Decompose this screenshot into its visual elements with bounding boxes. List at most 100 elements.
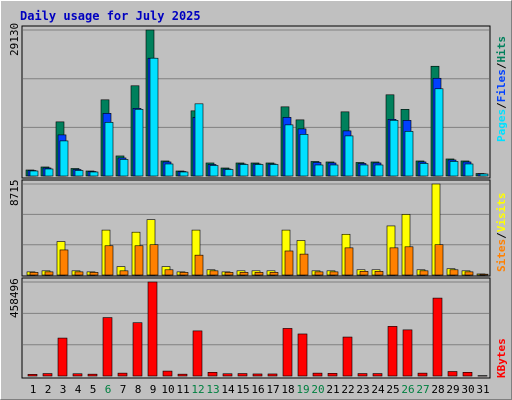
legend-kbytes: KBytes [495, 338, 508, 378]
day-label: 12 [191, 383, 204, 396]
middle-bar-sites [449, 269, 459, 276]
day-label: 24 [371, 383, 385, 396]
top-bar-pages [404, 131, 414, 177]
middle-bar-sites [404, 246, 414, 276]
day-label: 23 [356, 383, 369, 396]
bottom-bar-kbytes [42, 373, 53, 377]
day-label: 19 [296, 383, 309, 396]
day-label: 28 [431, 383, 444, 396]
panel-bottom-plot-area [21, 277, 491, 379]
middle-ymax-label: 8715 [8, 180, 21, 207]
middle-bar-sites [164, 269, 174, 276]
panel-hits-files-pages: 29130 [8, 23, 491, 179]
middle-bar-sites [29, 272, 39, 276]
top-bar-pages [359, 164, 369, 177]
top-bar-pages [299, 134, 309, 177]
top-bar-pages [119, 159, 129, 177]
day-label: 7 [120, 383, 127, 396]
top-bar-pages [44, 168, 54, 177]
bottom-bar-kbytes [477, 375, 488, 377]
bottom-bar-kbytes [222, 373, 233, 377]
top-bar-pages [29, 170, 39, 177]
bottom-bar-kbytes [402, 329, 413, 377]
middle-bar-sites [254, 272, 264, 276]
bottom-bar-kbytes [267, 373, 278, 377]
top-bar-pages [164, 163, 174, 177]
top-bar-pages [179, 171, 189, 177]
day-labels: 1 2 3 4 5 6 7 8 9 10 11 12 13 14 15 16 17 18 19 20 21 22 23 24 2… [30, 383, 490, 396]
middle-bar-sites [269, 272, 279, 276]
middle-bar-sites [59, 249, 69, 276]
top-bar-pages [434, 88, 444, 177]
middle-bar-sites [434, 244, 444, 276]
middle-bar-sites [359, 271, 369, 276]
legend-top: Pages/Files/Hits [495, 36, 508, 142]
day-label: 11 [176, 383, 189, 396]
day-label: 5 [90, 383, 97, 396]
day-label: 6 [105, 383, 112, 396]
panel-kbytes: 458496 [8, 277, 491, 379]
legend-sep-3: / [495, 232, 508, 239]
bottom-bar-kbytes [87, 373, 98, 377]
bottom-bar-kbytes [387, 326, 398, 377]
middle-bar-sites [209, 270, 219, 276]
bottom-bar-kbytes [462, 372, 473, 377]
bottom-bar-kbytes [147, 281, 158, 377]
middle-bar-sites [479, 273, 489, 276]
day-label: 22 [341, 383, 354, 396]
top-bar-pages [314, 164, 324, 177]
middle-bar-sites [344, 247, 354, 276]
middle-bar-sites [224, 272, 234, 276]
top-bar-pages [284, 124, 294, 177]
top-bar-pages [224, 169, 234, 177]
top-bar-pages [194, 103, 204, 177]
top-bar-pages [449, 161, 459, 177]
top-bar-pages [134, 109, 144, 177]
legend-bottom: KBytes [495, 338, 508, 378]
day-label: 21 [326, 383, 339, 396]
day-label: 18 [281, 383, 294, 396]
day-label: 27 [416, 383, 429, 396]
day-label: 1 [30, 383, 37, 396]
legend-hits: Hits [495, 36, 508, 63]
bottom-bar-kbytes [237, 373, 248, 377]
day-label: 30 [461, 383, 474, 396]
bars-layer [23, 29, 489, 377]
top-bar-pages [149, 57, 159, 177]
day-label: 8 [135, 383, 142, 396]
legend-files: Files [495, 69, 508, 102]
day-label: 4 [75, 383, 82, 396]
day-label: 13 [206, 383, 219, 396]
middle-bar-sites [44, 271, 54, 276]
panel-top-plot-area [21, 25, 491, 179]
bottom-bar-kbytes [312, 372, 323, 377]
middle-bar-sites [464, 271, 474, 276]
middle-bar-sites [419, 270, 429, 276]
bottom-bar-kbytes [372, 373, 383, 377]
legend-visits: Visits [495, 193, 508, 233]
top-bar-pages [329, 164, 339, 177]
middle-bar-sites [314, 271, 324, 276]
top-bar-pages [464, 163, 474, 177]
top-bar-pages [389, 120, 399, 177]
legend-sep-2: / [495, 62, 508, 69]
top-bar-pages [209, 165, 219, 177]
bottom-bar-kbytes [177, 373, 188, 377]
day-label: 20 [311, 383, 324, 396]
middle-bar-sites [179, 272, 189, 276]
middle-bar-sites [299, 253, 309, 276]
bottom-bar-kbytes [57, 337, 68, 377]
top-bar-pages [419, 163, 429, 177]
bottom-bar-kbytes [327, 373, 338, 377]
middle-bar-sites [389, 247, 399, 276]
top-bar-pages [59, 140, 69, 177]
chart-title: Daily usage for July 2025 [20, 9, 201, 23]
top-bar-pages [269, 164, 279, 177]
bottom-bar-kbytes [447, 371, 458, 377]
day-label: 14 [221, 383, 235, 396]
day-label: 26 [401, 383, 414, 396]
top-bar-pages [254, 164, 264, 177]
bottom-bar-kbytes [162, 370, 173, 377]
top-bar-pages [239, 164, 249, 177]
